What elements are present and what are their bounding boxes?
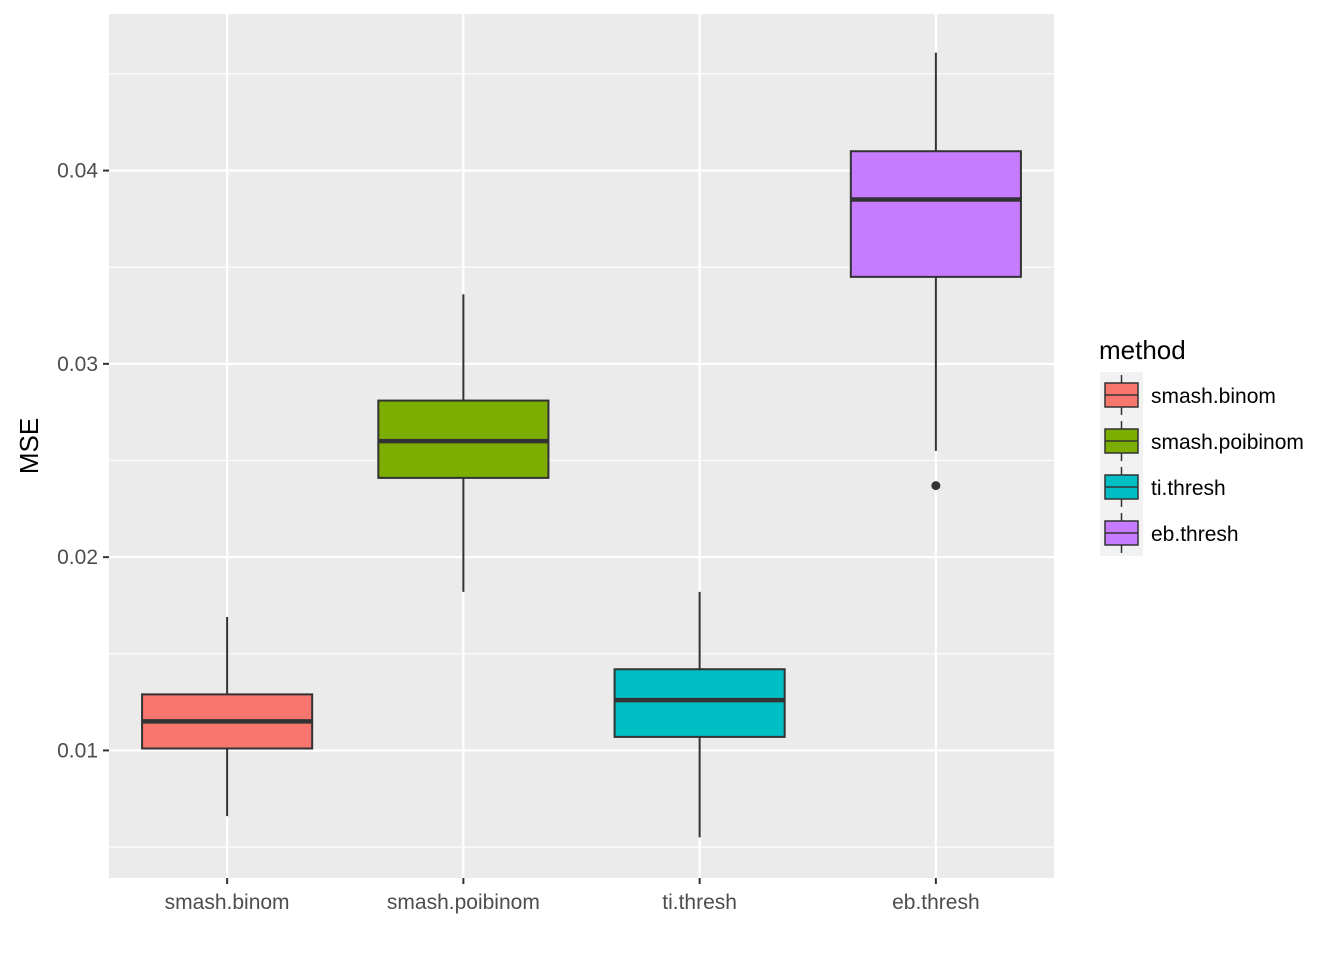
box-iqr [613, 668, 786, 738]
y-axis: 0.01 0.02 0.03 0.04 [57, 160, 109, 762]
y-tick-label: 0.02 [57, 546, 98, 569]
legend-item-smash.poibinom: smash.poibinom [1100, 418, 1304, 464]
legend-label: ti.thresh [1151, 477, 1226, 500]
y-tick-label: 0.01 [57, 739, 98, 762]
legend-label: smash.poibinom [1151, 431, 1304, 454]
x-tick-label: eb.thresh [892, 891, 980, 914]
minor-gridlines [109, 73, 1054, 848]
x-tick-label: smash.binom [165, 891, 290, 914]
box-smash.poibinom [377, 294, 550, 592]
y-tick-label: 0.04 [57, 160, 98, 183]
box-smash.binom [141, 617, 314, 817]
legend-label: smash.binom [1151, 385, 1276, 408]
legend-title: method [1099, 335, 1186, 365]
boxes [141, 52, 1022, 838]
legend-item-smash.binom: smash.binom [1100, 372, 1276, 418]
box-iqr [849, 150, 1022, 278]
box-ti.thresh [613, 591, 786, 838]
legend-item-eb.thresh: eb.thresh [1100, 510, 1239, 556]
outlier-point [931, 481, 941, 491]
y-tick-label: 0.03 [57, 353, 98, 376]
y-axis-title: MSE [14, 418, 44, 474]
legend: method smash.binom smash.poibinom ti.thres… [1099, 335, 1304, 556]
x-tick-label: ti.thresh [662, 891, 737, 914]
x-tick-label: smash.poibinom [387, 891, 540, 914]
box-eb.thresh [849, 52, 1022, 491]
x-axis: smash.binom smash.poibinom ti.thresh eb.thr… [165, 878, 980, 914]
legend-label: eb.thresh [1151, 523, 1239, 546]
legend-item-ti.thresh: ti.thresh [1100, 464, 1226, 510]
